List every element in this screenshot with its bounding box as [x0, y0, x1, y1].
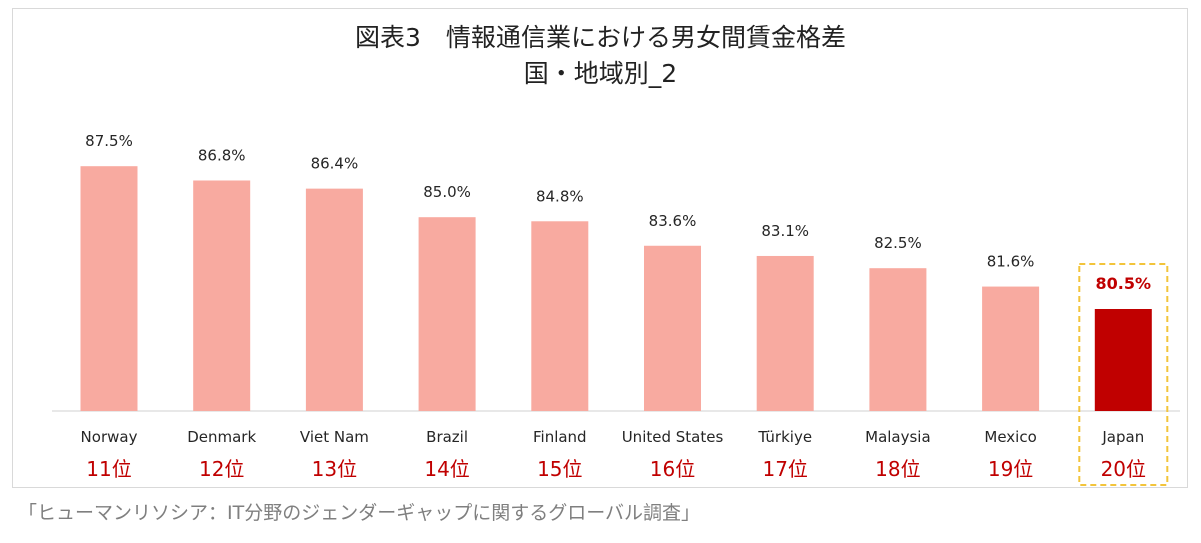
- bar-denmark: [193, 180, 251, 411]
- category-label: United States: [622, 428, 724, 446]
- rank-label: 19位: [988, 457, 1033, 481]
- data-label: 83.6%: [649, 212, 697, 230]
- bar-japan: [1094, 309, 1152, 411]
- category-label: Denmark: [187, 428, 256, 446]
- rank-label: 16位: [650, 457, 695, 481]
- rank-label: 17位: [762, 457, 807, 481]
- bar-brazil: [418, 217, 476, 411]
- bar-türkiye: [756, 255, 814, 411]
- category-label: Mexico: [984, 428, 1036, 446]
- data-label: 87.5%: [85, 132, 133, 150]
- category-label: Norway: [81, 428, 138, 446]
- data-label: 86.8%: [198, 146, 246, 164]
- category-label: Brazil: [426, 428, 468, 446]
- rank-label: 20位: [1101, 457, 1146, 481]
- rank-label: 11位: [86, 457, 131, 481]
- data-label: 86.4%: [311, 155, 359, 173]
- rank-label: 14位: [424, 457, 469, 481]
- rank-label: 13位: [312, 457, 357, 481]
- category-label: Malaysia: [865, 428, 931, 446]
- data-label: 82.5%: [874, 234, 922, 252]
- bar-norway: [80, 166, 138, 411]
- data-label: 81.6%: [987, 253, 1035, 271]
- rank-label: 15位: [537, 457, 582, 481]
- data-label: 85.0%: [423, 183, 471, 201]
- highlight-box: [1078, 263, 1169, 486]
- bar-finland: [531, 221, 589, 411]
- data-label: 83.1%: [761, 222, 809, 240]
- data-label: 80.5%: [1096, 274, 1152, 293]
- bar-mexico: [982, 286, 1040, 411]
- rank-label: 18位: [875, 457, 920, 481]
- bar-malaysia: [869, 268, 927, 411]
- category-label: Türkiye: [757, 428, 812, 446]
- rank-label: 12位: [199, 457, 244, 481]
- category-label: Viet Nam: [300, 428, 369, 446]
- category-label: Japan: [1101, 428, 1144, 446]
- chart-subtitle: 国・地域別_2: [523, 59, 678, 88]
- data-label: 84.8%: [536, 187, 584, 205]
- chart-title: 図表3 情報通信業における男女間賃金格差: [355, 23, 846, 52]
- chart-title-block: 図表3 情報通信業における男女間賃金格差 国・地域別_2: [0, 20, 1201, 92]
- source-note: 「ヒューマンリソシア：IT分野のジェンダーギャップに関するグローバル調査」: [18, 502, 701, 524]
- bar-united-states: [644, 245, 701, 411]
- category-label: Finland: [533, 428, 587, 446]
- bar-viet-nam: [305, 188, 363, 411]
